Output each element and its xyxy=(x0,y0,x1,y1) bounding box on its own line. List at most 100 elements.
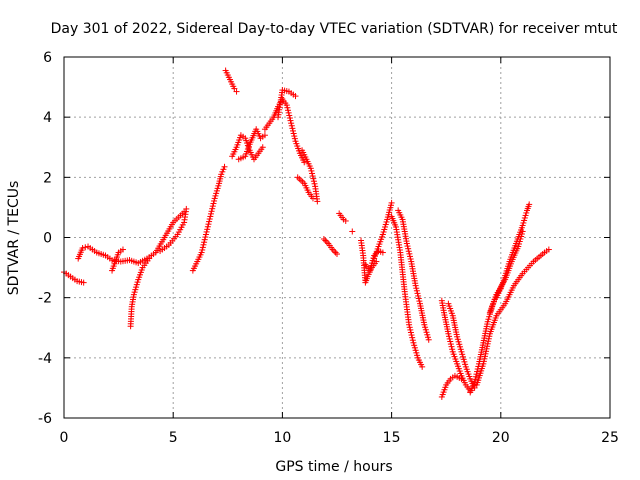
data-point xyxy=(198,249,205,256)
data-point xyxy=(448,343,455,350)
data-point xyxy=(322,237,329,244)
data-point xyxy=(206,218,213,225)
data-point xyxy=(259,144,266,151)
data-point xyxy=(79,245,86,252)
x-tick-label: 10 xyxy=(273,430,291,446)
data-point xyxy=(422,326,429,333)
data-point xyxy=(474,368,481,375)
data-point xyxy=(214,185,221,192)
y-tick-label: -2 xyxy=(38,291,52,307)
data-point xyxy=(202,231,209,238)
data-point xyxy=(133,284,140,291)
data-point xyxy=(292,93,299,100)
data-point xyxy=(207,213,214,220)
data-point xyxy=(405,245,412,252)
data-point xyxy=(485,316,492,323)
y-tick-label: 4 xyxy=(43,110,52,126)
data-point xyxy=(382,223,389,230)
data-point xyxy=(383,218,390,225)
data-point xyxy=(419,363,426,370)
y-tick-label: 0 xyxy=(43,231,52,247)
data-point xyxy=(82,244,89,251)
data-point xyxy=(261,132,268,139)
data-point xyxy=(481,355,488,362)
data-point xyxy=(309,173,316,180)
data-point xyxy=(446,335,453,342)
data-point xyxy=(289,125,296,132)
data-point xyxy=(484,343,491,350)
data-point xyxy=(288,122,295,129)
data-point xyxy=(460,356,467,363)
data-point xyxy=(307,165,314,172)
data-point xyxy=(291,135,298,142)
data-point xyxy=(519,222,526,229)
y-tick-label: -6 xyxy=(38,411,52,427)
data-point xyxy=(455,338,462,345)
data-point xyxy=(308,167,315,174)
data-point xyxy=(215,182,222,189)
data-point xyxy=(526,201,533,208)
data-point xyxy=(349,228,356,235)
data-point xyxy=(368,260,375,267)
data-point xyxy=(334,251,340,258)
data-point xyxy=(408,332,415,339)
data-point xyxy=(373,258,380,265)
data-point xyxy=(445,330,452,337)
data-point xyxy=(314,198,321,205)
data-point xyxy=(407,253,414,260)
data-point xyxy=(485,338,492,345)
data-point xyxy=(221,163,228,170)
data-point xyxy=(205,221,212,228)
data-point xyxy=(134,279,141,286)
data-point xyxy=(545,246,552,253)
data-point xyxy=(414,290,421,297)
data-point xyxy=(519,228,526,235)
data-point xyxy=(425,334,431,341)
data-point xyxy=(457,343,464,350)
data-point xyxy=(286,112,293,119)
data-point xyxy=(472,373,479,380)
data-point xyxy=(311,180,318,187)
data-point xyxy=(288,120,295,127)
data-point xyxy=(415,295,422,302)
y-tick-label: 6 xyxy=(43,50,52,66)
data-point xyxy=(407,255,414,262)
data-point xyxy=(454,336,461,343)
data-point xyxy=(331,248,338,255)
y-tick-label: -4 xyxy=(38,351,52,367)
data-point xyxy=(146,255,153,262)
data-point xyxy=(218,171,225,178)
data-point xyxy=(290,130,297,137)
data-point xyxy=(285,109,292,116)
data-point xyxy=(472,376,479,383)
data-point xyxy=(459,353,466,360)
data-point xyxy=(199,246,206,253)
data-point xyxy=(203,228,210,235)
data-point xyxy=(204,226,211,233)
data-point xyxy=(287,117,294,124)
data-point xyxy=(473,371,480,378)
data-point xyxy=(133,281,140,288)
data-point xyxy=(388,199,395,206)
data-point xyxy=(454,333,461,340)
data-point xyxy=(220,166,227,173)
data-point xyxy=(380,228,387,235)
data-point xyxy=(219,168,226,175)
data-point xyxy=(523,209,530,216)
data-point xyxy=(411,344,418,351)
data-point xyxy=(483,348,490,355)
data-point xyxy=(291,133,298,140)
x-tick-label: 0 xyxy=(60,430,69,446)
chart-title: Day 301 of 2022, Sidereal Day-to-day VTE… xyxy=(51,21,618,37)
data-point xyxy=(517,236,524,243)
data-point xyxy=(405,248,412,255)
data-point xyxy=(518,230,525,237)
data-point xyxy=(286,115,293,122)
x-tick-label: 5 xyxy=(169,430,178,446)
data-point xyxy=(411,342,418,349)
data-point xyxy=(309,170,316,177)
x-tick-label: 15 xyxy=(383,430,401,446)
data-point xyxy=(522,212,529,219)
data-point xyxy=(422,324,429,331)
data-point xyxy=(407,326,414,333)
